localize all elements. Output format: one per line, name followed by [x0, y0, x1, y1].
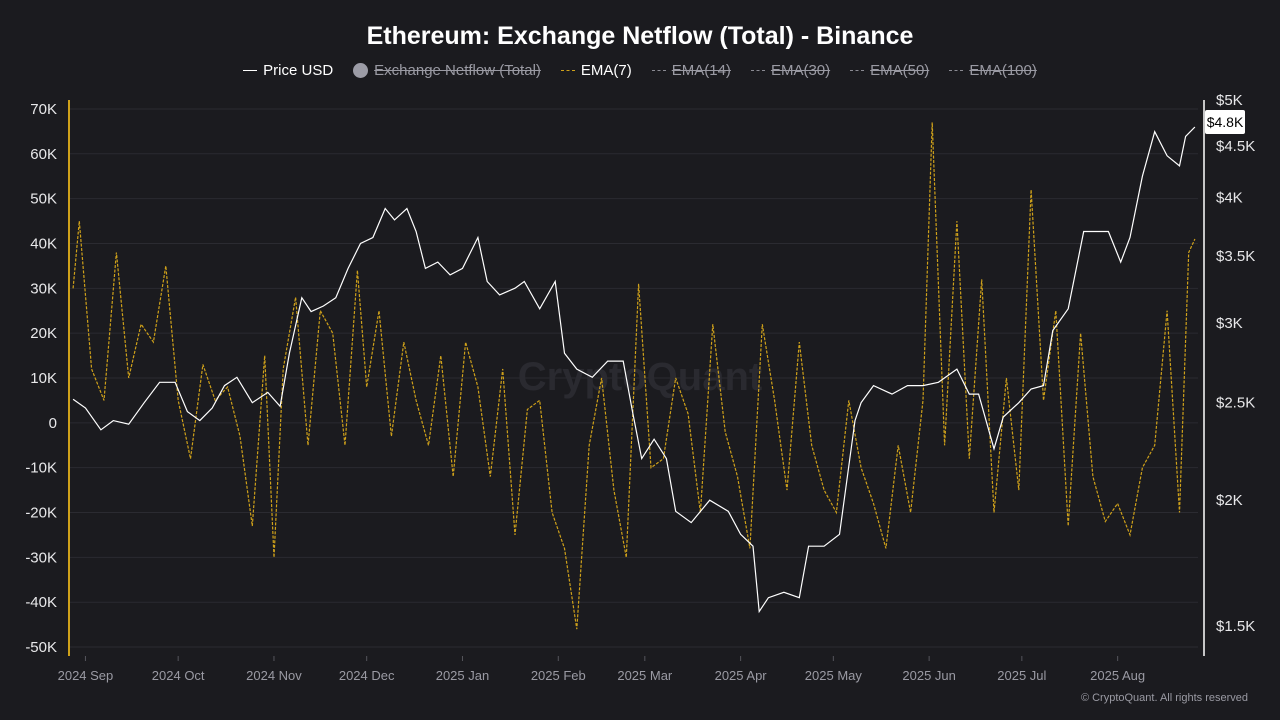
- dashed-swatch-icon: [850, 70, 865, 71]
- x-tick-label: 2025 Jan: [436, 668, 490, 683]
- dashed-swatch-icon: [651, 70, 666, 71]
- left-tick-label: 40K: [30, 235, 57, 252]
- x-tick-label: 2025 Apr: [715, 668, 768, 683]
- legend-label: EMA(30): [770, 62, 831, 79]
- right-tick-label: $2K: [1216, 492, 1243, 509]
- legend-label: EMA(7): [580, 62, 632, 79]
- x-tick-label: 2025 Feb: [531, 668, 586, 683]
- legend-label: EMA(100): [969, 62, 1037, 79]
- legend-item-ema30[interactable]: EMA(30): [750, 62, 831, 79]
- legend-label: EMA(14): [671, 62, 731, 79]
- left-tick-label: -30K: [25, 549, 57, 566]
- legend-item-netflow[interactable]: Exchange Netflow (Total): [353, 62, 541, 79]
- copyright: © CryptoQuant. All rights reserved: [1080, 692, 1248, 704]
- right-tick-label: $3K: [1216, 315, 1243, 332]
- price-series: [72, 126, 1196, 614]
- ema7-line: [72, 122, 1196, 630]
- x-axis-ticks: 2024 Sep 2024 Oct 2024 Nov 2024 Dec 2025 Jan…: [58, 656, 1145, 683]
- current-price-tag: $4.8K: [1205, 110, 1245, 134]
- dashed-swatch-icon: [560, 70, 575, 71]
- legend-label: EMA(50): [870, 62, 930, 79]
- left-tick-label: -50K: [25, 639, 57, 656]
- x-tick-label: 2024 Sep: [58, 668, 114, 683]
- legend-label: Exchange Netflow (Total): [374, 62, 541, 79]
- legend: Price USD Exchange Netflow (Total) EMA(7…: [0, 62, 1280, 79]
- legend-item-ema50[interactable]: EMA(50): [850, 62, 929, 79]
- x-tick-label: 2024 Oct: [152, 668, 205, 683]
- dot-swatch-icon: [353, 63, 369, 78]
- legend-item-ema100[interactable]: EMA(100): [949, 62, 1037, 79]
- x-tick-label: 2024 Nov: [246, 668, 302, 683]
- grid: [70, 108, 1198, 648]
- left-tick-label: 60K: [30, 146, 57, 163]
- left-tick-label: -40K: [25, 594, 57, 611]
- right-tick-label: $4K: [1216, 189, 1243, 206]
- left-tick-label: 0: [49, 415, 57, 432]
- x-tick-label: 2025 Jun: [902, 668, 956, 683]
- left-tick-label: 50K: [30, 191, 57, 208]
- line-swatch-icon: [243, 70, 258, 71]
- right-tick-label: $1.5K: [1216, 618, 1255, 635]
- left-tick-label: 30K: [30, 280, 57, 297]
- left-tick-label: 10K: [30, 370, 57, 387]
- x-tick-label: 2025 Aug: [1090, 668, 1145, 683]
- watermark: CryptoQuant: [518, 355, 762, 399]
- x-tick-label: 2025 Mar: [617, 668, 673, 683]
- right-tick-label: $2.5K: [1216, 395, 1255, 412]
- legend-label: Price USD: [263, 62, 334, 79]
- chart-title: Ethereum: Exchange Netflow (Total) - Bin…: [366, 22, 914, 50]
- left-tick-label: -10K: [25, 460, 57, 477]
- left-axis-ticks: 70K 60K 50K 40K 30K 20K 10K 0 -10K -20K -30K -40K -5…: [25, 101, 57, 656]
- ema7-series: [72, 122, 1196, 630]
- left-tick-label: 70K: [30, 101, 57, 118]
- left-tick-label: 20K: [30, 325, 57, 342]
- legend-item-ema14[interactable]: EMA(14): [651, 62, 731, 79]
- right-tick-label: $4.5K: [1216, 138, 1255, 155]
- dashed-swatch-icon: [949, 70, 964, 71]
- dashed-swatch-icon: [750, 70, 765, 71]
- x-tick-label: 2025 Jul: [997, 668, 1046, 683]
- x-tick-label: 2024 Dec: [339, 668, 395, 683]
- right-axis-ticks: $5K $4.5K $4K $3.5K $3K $2.5K $2K $1.5K: [1216, 92, 1255, 635]
- right-tick-label: $3.5K: [1216, 248, 1255, 265]
- left-tick-label: -20K: [25, 505, 57, 522]
- legend-item-ema7[interactable]: EMA(7): [560, 62, 632, 79]
- legend-item-price[interactable]: Price USD: [243, 62, 333, 79]
- right-tick-label: $5K: [1216, 92, 1243, 109]
- price-line: [72, 126, 1196, 614]
- x-tick-label: 2025 May: [805, 668, 863, 683]
